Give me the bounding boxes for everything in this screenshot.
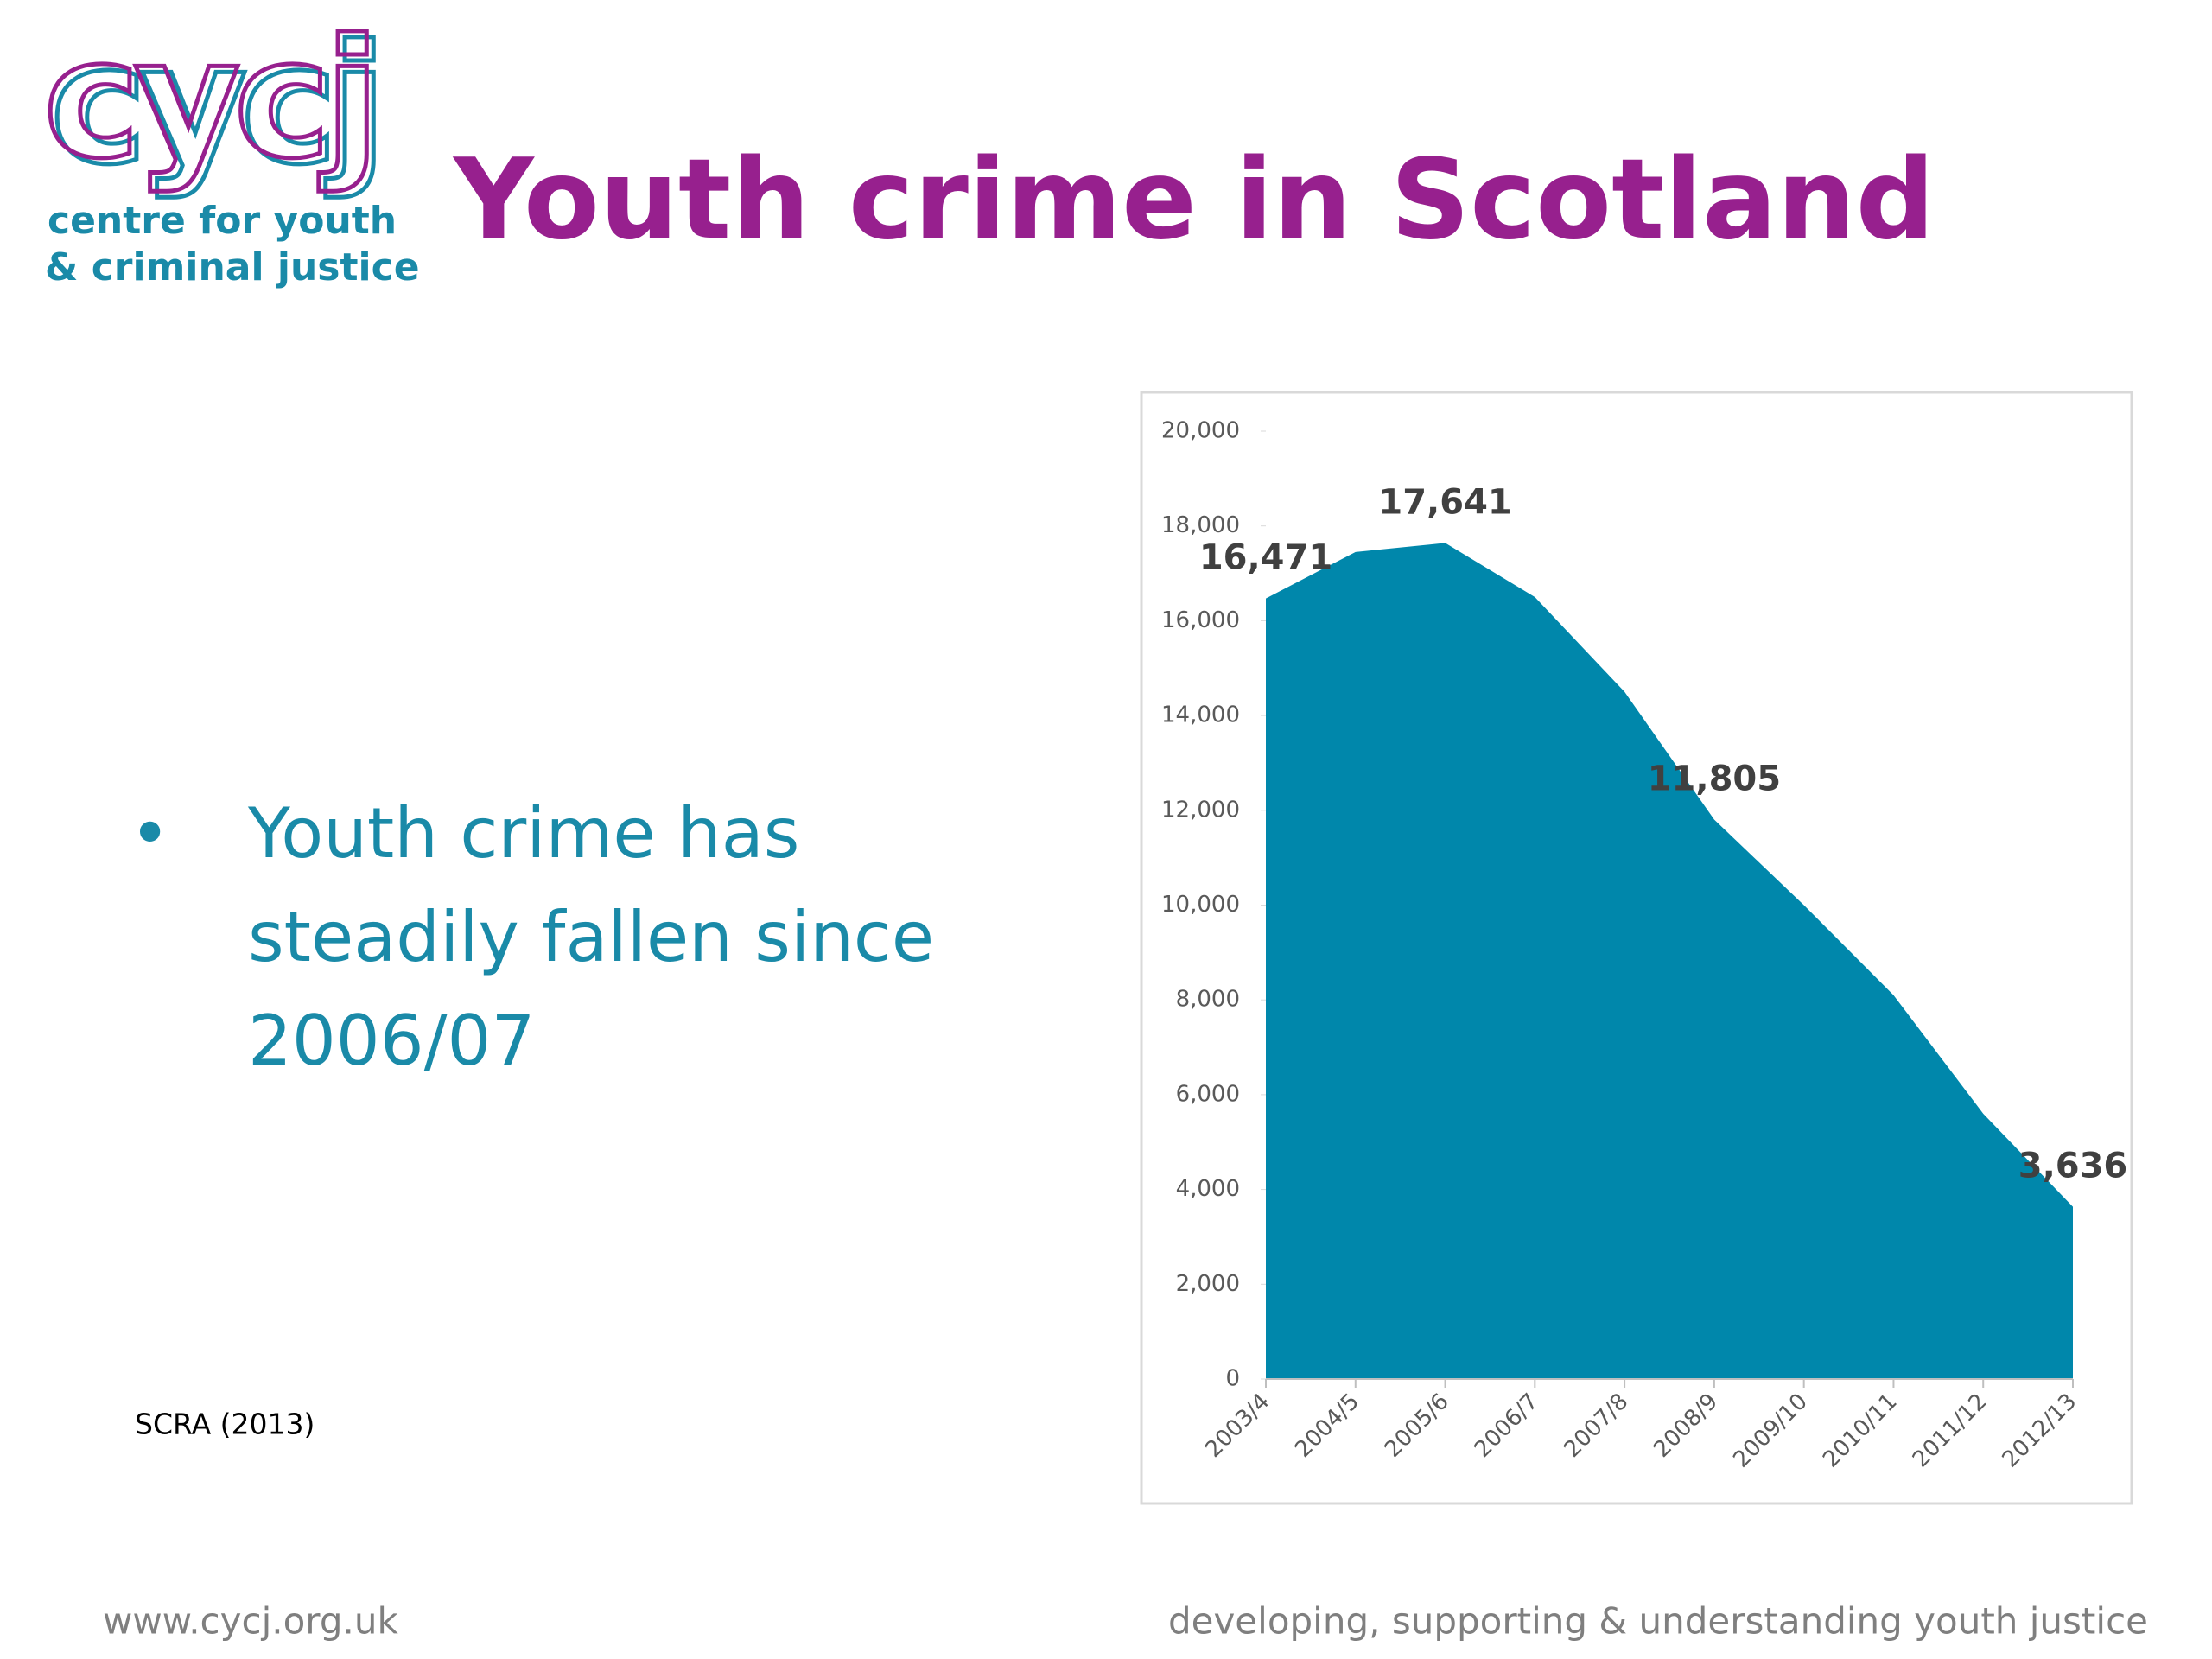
logo-line: centre for youth	[48, 199, 397, 243]
y-tick-label: 14,000	[1161, 702, 1240, 728]
y-tick-label: 0	[1225, 1366, 1240, 1392]
value-label: 3,636	[2018, 1147, 2128, 1186]
y-tick-label: 18,000	[1161, 512, 1240, 538]
area	[1266, 543, 2073, 1379]
value-label: 17,641	[1378, 482, 1511, 522]
y-tick-label: 4,000	[1176, 1176, 1240, 1202]
y-tick-label: 10,000	[1161, 892, 1240, 918]
y-tick-label: 20,000	[1161, 418, 1240, 444]
logo-line: & criminal justice	[45, 245, 420, 289]
y-tick-label: 12,000	[1161, 797, 1240, 823]
y-tick-label: 8,000	[1176, 987, 1240, 1013]
source-note: SCRA (2013)	[135, 1408, 315, 1441]
footer-url: www.cycj.org.uk	[103, 1600, 398, 1643]
footer-tagline: developing, supporting & understanding y…	[1168, 1600, 2148, 1643]
value-label: 16,471	[1199, 538, 1332, 578]
logo-mark: cycj	[43, 3, 373, 194]
bullet-marker: •	[130, 793, 171, 874]
y-tick-label: 6,000	[1176, 1081, 1240, 1107]
slide-title: Youth crime in Scotland	[452, 136, 1935, 264]
y-tick-label: 16,000	[1161, 607, 1240, 633]
bullet-text: Youth crime has steadily fallen since 20…	[248, 793, 935, 1081]
y-tick-label: 2,000	[1176, 1271, 1240, 1297]
value-label: 11,805	[1648, 759, 1781, 798]
logo-mark-teal: cycj	[50, 10, 380, 200]
